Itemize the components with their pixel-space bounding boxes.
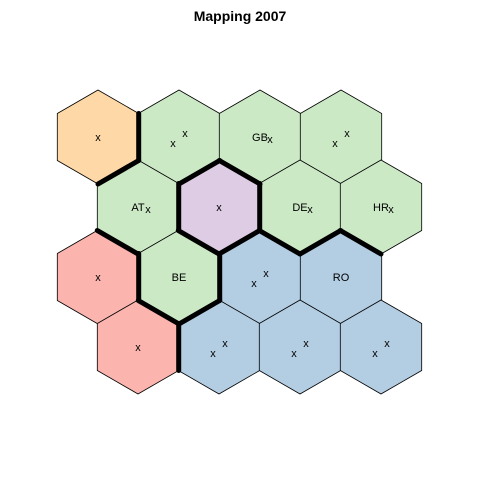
observation-mark: x — [372, 348, 378, 360]
observation-mark: x — [222, 338, 228, 350]
cell-label-gb: GB — [252, 132, 268, 144]
observation-mark: x — [267, 134, 273, 146]
observation-mark: x — [210, 348, 216, 360]
observation-mark: x — [291, 348, 297, 360]
observation-mark: x — [145, 204, 151, 216]
observation-mark: x — [332, 138, 338, 150]
observation-mark: x — [182, 128, 188, 140]
cluster-boundary — [175, 228, 222, 257]
cell-label-at: AT — [131, 202, 145, 214]
cluster-boundary — [94, 228, 141, 257]
observation-mark: x — [263, 268, 269, 280]
cluster-boundary — [95, 158, 142, 187]
cluster-boundary — [297, 228, 344, 257]
cluster-boundary — [216, 228, 263, 257]
cluster-boundary — [176, 298, 223, 327]
chart-title: Mapping 2007 — [193, 8, 287, 24]
observation-mark: x — [251, 278, 257, 290]
observation-mark: x — [344, 128, 350, 140]
observation-mark: x — [307, 204, 313, 216]
observation-mark: x — [95, 132, 101, 144]
cell-label-be: BE — [172, 272, 187, 284]
observation-mark: x — [303, 338, 309, 350]
cluster-boundary — [337, 228, 384, 257]
hex-cell-3-3 — [339, 299, 423, 395]
observation-mark: x — [135, 342, 141, 354]
cell-label-hr: HR — [373, 202, 389, 214]
observation-mark: x — [384, 338, 390, 350]
cell-label-de: DE — [292, 202, 307, 214]
observation-mark: x — [170, 138, 176, 150]
observation-mark: x — [95, 272, 101, 284]
cell-label-ro: RO — [333, 272, 350, 284]
cluster-boundary — [176, 158, 223, 187]
observation-mark: x — [216, 202, 222, 214]
observation-mark: x — [388, 204, 394, 216]
cluster-boundary — [135, 298, 182, 327]
cluster-boundary — [216, 158, 263, 187]
cluster-boundary — [256, 228, 303, 257]
